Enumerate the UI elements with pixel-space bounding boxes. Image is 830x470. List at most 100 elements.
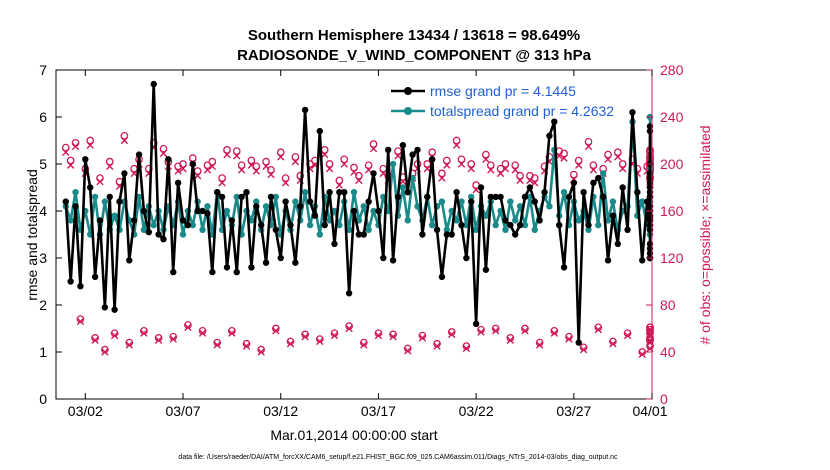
assimilated-obs-marker xyxy=(355,176,363,185)
rmse-point xyxy=(409,151,416,158)
assimilated-obs-marker xyxy=(335,181,344,189)
totalspread-point xyxy=(111,212,118,219)
data-file-footnote: data file: /Users/raeder/DAI/ATM_forcXX/… xyxy=(178,454,618,461)
totalspread-point xyxy=(389,160,397,168)
assimilated-obs-marker xyxy=(565,335,573,343)
assimilated-obs-marker xyxy=(579,345,588,354)
left-tick-label: 0 xyxy=(39,391,47,407)
possible-obs-marker xyxy=(179,160,187,168)
assimilated-obs-marker xyxy=(560,154,568,162)
rmse-point xyxy=(565,193,573,201)
rmse-point xyxy=(384,146,392,154)
rmse-point xyxy=(360,231,367,238)
totalspread-point xyxy=(204,203,211,210)
rmse-point xyxy=(487,193,494,201)
assimilated-obs-marker xyxy=(535,341,544,349)
assimilated-obs-marker xyxy=(394,152,402,160)
possible-obs-marker xyxy=(457,155,466,164)
assimilated-obs-marker xyxy=(438,174,446,182)
chart-subtitle: RADIOSONDE_V_WIND_COMPONENT @ 313 hPa xyxy=(237,47,592,64)
possible-obs-marker xyxy=(86,136,95,145)
x-tick-label: 03/27 xyxy=(556,403,591,419)
assimilated-obs-marker xyxy=(169,335,177,343)
assimilated-obs-marker xyxy=(272,327,280,335)
totalspread-point xyxy=(458,198,465,205)
rmse-point xyxy=(214,189,221,196)
x-tick-label: 03/22 xyxy=(459,403,494,419)
right-tick-label: 120 xyxy=(660,250,684,266)
possible-obs-marker xyxy=(428,148,437,157)
totalspread-point xyxy=(595,221,602,229)
assimilated-obs-marker xyxy=(247,161,256,169)
rmse-point xyxy=(551,118,558,125)
assimilated-obs-marker xyxy=(91,336,99,344)
totalspread-point xyxy=(306,221,314,229)
possible-obs-marker xyxy=(340,155,349,164)
assimilated-obs-marker xyxy=(228,329,236,337)
rmse-point xyxy=(292,259,299,266)
assimilated-obs-marker xyxy=(86,141,94,149)
assimilated-obs-marker xyxy=(467,165,475,173)
rmse-point xyxy=(82,156,89,163)
totalspread-point xyxy=(179,231,187,238)
assimilated-obs-marker xyxy=(506,336,515,344)
rmse-point xyxy=(643,198,651,205)
assimilated-obs-marker xyxy=(531,179,539,187)
assimilated-obs-marker xyxy=(584,142,593,151)
assimilated-obs-marker xyxy=(179,165,187,173)
totalspread-point xyxy=(516,203,524,210)
legend-rmse-label: rmse grand pr = 4.1445 xyxy=(430,83,576,99)
assimilated-obs-marker xyxy=(203,166,212,174)
assimilated-obs-marker xyxy=(477,328,485,336)
rmse-point xyxy=(585,221,592,229)
possible-obs-marker xyxy=(105,157,114,166)
totalspread-point xyxy=(72,189,79,196)
totalspread-point xyxy=(468,193,475,201)
assimilated-obs-marker xyxy=(609,340,617,348)
right-tick-label: 240 xyxy=(660,109,684,125)
rmse-point xyxy=(492,193,499,201)
legend-rmse-marker xyxy=(404,87,412,95)
possible-obs-marker xyxy=(369,140,378,148)
rmse-point xyxy=(199,207,206,215)
rmse-point xyxy=(380,254,387,262)
left-tick-label: 2 xyxy=(39,297,47,313)
totalspread-point xyxy=(531,226,538,233)
rmse-point xyxy=(145,228,153,236)
possible-obs-marker xyxy=(267,166,275,174)
assimilated-obs-marker xyxy=(550,329,558,337)
assimilated-obs-marker xyxy=(257,348,265,356)
rmse-point xyxy=(575,339,582,346)
rmse-point xyxy=(179,217,187,224)
rmse-point xyxy=(140,207,148,215)
assimilated-obs-marker xyxy=(76,317,85,326)
rmse-point xyxy=(428,156,436,163)
rmse-point xyxy=(448,231,455,238)
possible-obs-marker xyxy=(355,171,363,180)
left-axis-label: rmse and totalspread xyxy=(24,169,40,301)
assimilated-obs-marker xyxy=(521,327,529,335)
rmse-point xyxy=(463,254,470,262)
assimilated-obs-marker xyxy=(101,348,109,356)
rmse-point xyxy=(62,198,69,205)
totalspread-point xyxy=(492,221,499,229)
rmse-point xyxy=(277,254,284,262)
rmse-point xyxy=(350,207,358,215)
rmse-point xyxy=(512,231,519,238)
totalspread-point xyxy=(199,226,206,233)
totalspread-point xyxy=(189,221,196,229)
totalspread-point xyxy=(507,198,514,205)
totalspread-point xyxy=(512,217,519,224)
rmse-point xyxy=(126,257,133,264)
possible-obs-marker xyxy=(296,171,305,180)
rmse-point xyxy=(170,268,177,276)
possible-obs-marker xyxy=(442,156,451,165)
rmse-point xyxy=(311,212,319,219)
right-tick-label: 40 xyxy=(660,344,676,360)
x-tick-label: 03/02 xyxy=(68,403,103,419)
right-tick-label: 280 xyxy=(660,62,684,78)
rmse-point xyxy=(590,179,597,186)
assimilated-obs-marker xyxy=(237,166,246,174)
possible-obs-marker xyxy=(530,174,539,182)
left-tick-label: 3 xyxy=(39,250,47,266)
